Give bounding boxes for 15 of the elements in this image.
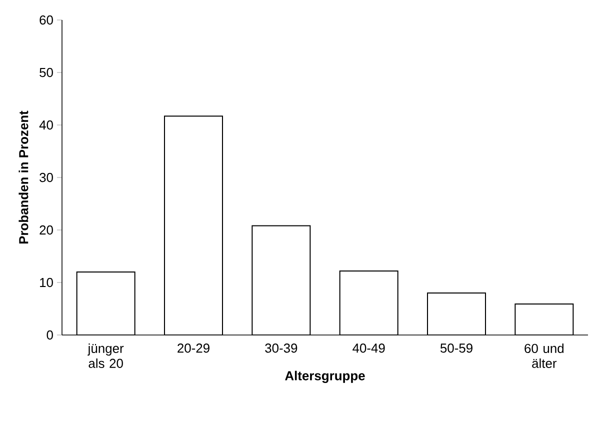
y-tick-label: 10 bbox=[40, 278, 53, 288]
x-tick-label: jünger als 20 bbox=[88, 344, 124, 368]
y-axis-title: Probanden in Prozent bbox=[18, 110, 28, 244]
y-tick-label: 50 bbox=[40, 68, 53, 78]
x-tick-label: 60 und älter bbox=[524, 344, 564, 368]
y-tick-label: 0 bbox=[46, 330, 53, 340]
y-tick-label: 40 bbox=[39, 120, 53, 130]
y-tick-label: 60 bbox=[40, 15, 53, 25]
x-tick-label: 50-59 bbox=[440, 344, 472, 353]
x-axis-title: Altersgruppe bbox=[285, 370, 365, 383]
x-tick-label: 40-49 bbox=[352, 344, 385, 353]
y-tick-label: 30 bbox=[40, 172, 53, 182]
x-tick-label: 20-29 bbox=[178, 344, 210, 353]
y-tick-label: 20 bbox=[40, 225, 53, 235]
x-tick-label: 30-39 bbox=[265, 344, 298, 353]
